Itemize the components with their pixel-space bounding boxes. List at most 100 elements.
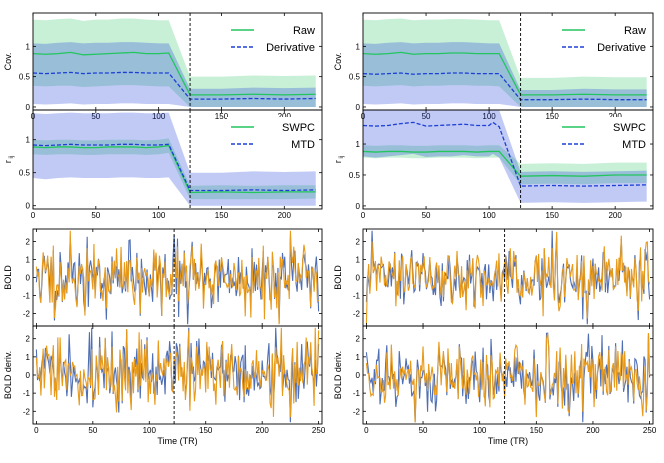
line-Raw xyxy=(363,51,647,96)
xtick-label: 0 xyxy=(364,426,369,435)
ylabel: BOLD xyxy=(333,265,343,290)
ytick-label: -1 xyxy=(353,389,361,398)
ytick-label: 0 xyxy=(26,103,31,112)
legend-label: MTD xyxy=(291,139,315,151)
panel-rij-left: 0 0.5 1 0 50 100 150 200 r ij SWPC MTD xyxy=(3,109,323,220)
xtick-label: 250 xyxy=(312,426,326,435)
xtick-label: 150 xyxy=(545,211,559,220)
legend-label: Derivative xyxy=(266,42,315,54)
xtick-label: 0 xyxy=(361,211,366,220)
legend-box xyxy=(558,117,649,152)
legend-label: SWPC xyxy=(282,122,315,134)
ytick-label: 0 xyxy=(356,103,361,112)
series-line-Deriv-2 xyxy=(35,327,320,418)
ytick-label: 0 xyxy=(356,274,361,283)
xtick-label: 150 xyxy=(199,426,213,435)
xtick-label: 150 xyxy=(215,211,229,220)
ytick-label: 1 xyxy=(26,136,31,145)
plot-area xyxy=(33,112,316,206)
line-Derivative xyxy=(33,71,316,100)
ytick-label: -2 xyxy=(23,309,31,318)
ytick-label: 0 xyxy=(356,371,361,380)
xtick-label: 100 xyxy=(482,112,496,121)
ylabel: BOLD deriv. xyxy=(3,351,13,399)
xlabel: Time (TR) xyxy=(157,436,197,446)
plot-area xyxy=(33,18,316,107)
panel-deriv-right: -2 -1 0 1 2 0 50 100 150 200 250 BOLD deriv. Time (T… xyxy=(333,325,657,446)
ytick-label: 1 xyxy=(356,140,361,149)
band-Raw xyxy=(363,18,647,107)
ytick-label: 0 xyxy=(26,202,31,211)
ytick-label: 0 xyxy=(26,371,31,380)
legend-label: MTD xyxy=(622,139,646,151)
line-SWPC xyxy=(33,144,316,194)
band-MTD xyxy=(363,110,647,203)
ytick-label: 1 xyxy=(356,353,361,362)
panel-bold-left: -2 -1 0 1 2 BOLD xyxy=(3,228,323,327)
xtick-label: 100 xyxy=(482,211,496,220)
line-Raw xyxy=(33,51,316,96)
ytick-label: 1 xyxy=(356,42,361,51)
band-SWPC xyxy=(363,145,647,185)
ylabel-subscript: ij xyxy=(9,156,15,160)
band-Derivative xyxy=(33,42,316,107)
axes-frame xyxy=(362,109,654,210)
ytick-label: 0.5 xyxy=(349,171,361,180)
legend-box xyxy=(558,20,649,55)
line-MTD xyxy=(363,121,647,187)
xtick-label: 150 xyxy=(215,112,229,121)
ytick-label: -1 xyxy=(353,291,361,300)
xtick-label: 250 xyxy=(643,426,657,435)
panel-bold-right: -2 -1 0 1 2 BOLD xyxy=(333,228,654,327)
xtick-label: 200 xyxy=(608,211,622,220)
xtick-label: 50 xyxy=(91,112,100,121)
legend-label: Raw xyxy=(624,25,646,37)
band-SWPC xyxy=(33,138,316,200)
panel-rij-right: 0 0.5 1 0 50 100 150 200 r ij SWPC MTD xyxy=(333,109,654,220)
ytick-label: -1 xyxy=(23,389,31,398)
ylabel: r ij xyxy=(3,156,15,163)
ylabel: r ij xyxy=(333,156,345,163)
ytick-label: 2 xyxy=(356,238,361,247)
ytick-label: 2 xyxy=(356,335,361,344)
xtick-label: 150 xyxy=(545,112,559,121)
plot-area xyxy=(35,230,320,325)
xtick-label: 100 xyxy=(143,426,157,435)
axes-frame xyxy=(32,109,323,210)
series-line-Deriv-1 xyxy=(365,332,651,423)
xtick-label: 0 xyxy=(34,426,39,435)
series-line-BOLD-1 xyxy=(365,230,651,325)
xtick-label: 50 xyxy=(91,211,100,220)
legend-box xyxy=(227,117,318,152)
xtick-label: 200 xyxy=(255,426,269,435)
ylabel: BOLD xyxy=(3,265,13,290)
line-SWPC xyxy=(363,150,647,177)
xtick-label: 200 xyxy=(278,112,292,121)
ytick-label: -2 xyxy=(353,309,361,318)
plot-area xyxy=(363,18,647,107)
line-MTD xyxy=(33,143,316,192)
ylabel: BOLD deriv. xyxy=(333,351,343,399)
ytick-label: -2 xyxy=(353,407,361,416)
xtick-label: 0 xyxy=(31,211,36,220)
ytick-label: 0.5 xyxy=(19,73,31,82)
xtick-label: 50 xyxy=(88,426,97,435)
ytick-label: 1 xyxy=(26,256,31,265)
xtick-label: 200 xyxy=(608,112,622,121)
xtick-label: 50 xyxy=(422,211,431,220)
ytick-label: 1 xyxy=(26,42,31,51)
series-line-Deriv-1 xyxy=(35,327,320,423)
panel-deriv-left: -2 -1 0 1 2 0 50 100 150 200 250 BOLD deriv. Time (T… xyxy=(3,325,326,446)
plot-area xyxy=(365,332,651,423)
series-line-BOLD-2 xyxy=(35,230,320,325)
xtick-label: 200 xyxy=(586,426,600,435)
ytick-label: 1 xyxy=(26,353,31,362)
plot-area xyxy=(35,327,320,423)
xtick-label: 100 xyxy=(473,426,487,435)
xtick-label: 50 xyxy=(419,426,428,435)
line-Derivative xyxy=(363,72,647,101)
ytick-label: -2 xyxy=(23,407,31,416)
ylabel: Cov. xyxy=(3,53,13,71)
ytick-label: 0 xyxy=(356,202,361,211)
